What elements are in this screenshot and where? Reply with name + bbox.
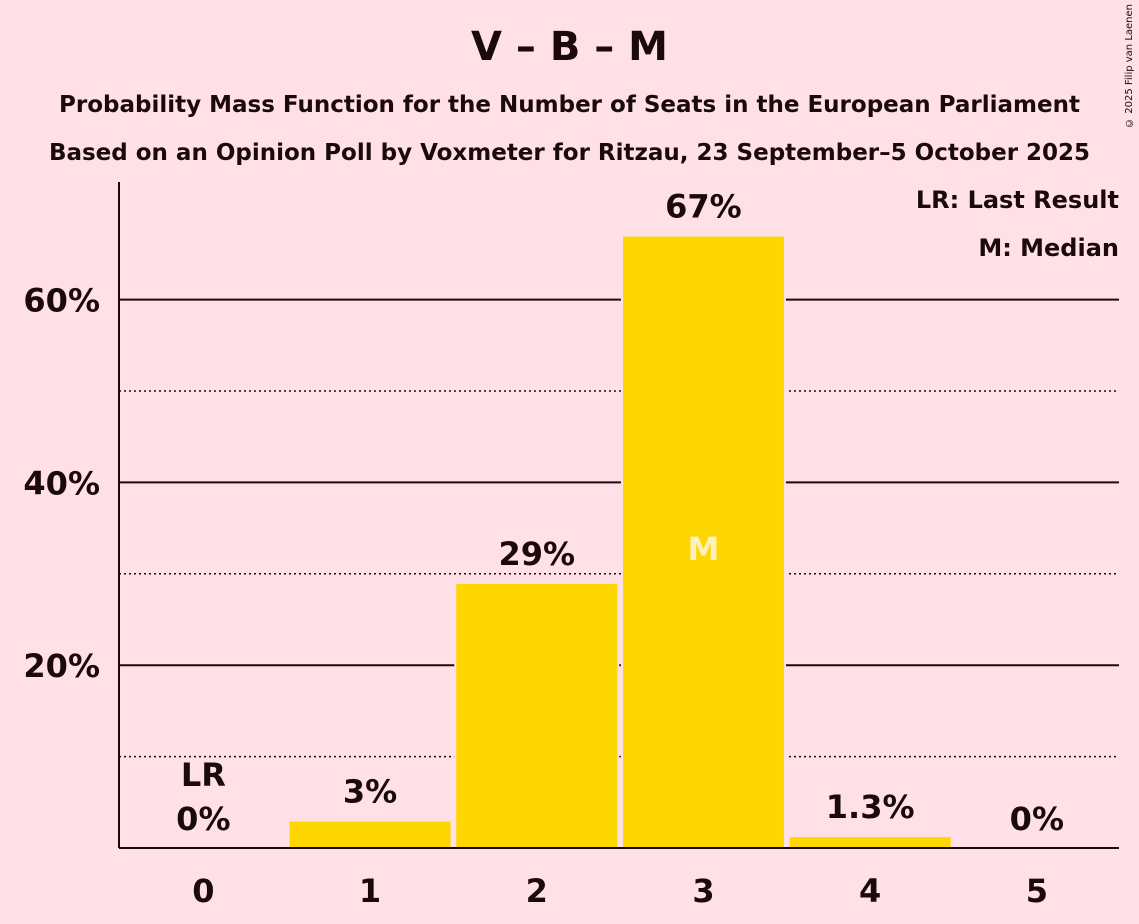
y-tick-label: 40% xyxy=(23,464,100,502)
x-tick-label: 4 xyxy=(859,872,881,910)
x-tick-label: 2 xyxy=(526,872,548,910)
data-label: 3% xyxy=(343,773,397,811)
bar-2 xyxy=(454,581,620,849)
chart-title: V – B – M xyxy=(471,24,668,70)
legend-median: M: Median xyxy=(978,234,1119,262)
x-tick-label: 5 xyxy=(1026,872,1048,910)
last-result-marker: LR xyxy=(181,756,226,794)
data-label: 1.3% xyxy=(826,788,915,826)
y-tick-label: 20% xyxy=(23,647,100,685)
data-label: 0% xyxy=(176,800,230,838)
median-marker: M xyxy=(688,530,720,568)
chart-subtitle: Probability Mass Function for the Number… xyxy=(59,92,1080,118)
x-tick-label: 3 xyxy=(692,872,714,910)
y-tick-label: 60% xyxy=(23,282,100,320)
bar-3 xyxy=(620,234,786,849)
chart-source: Based on an Opinion Poll by Voxmeter for… xyxy=(48,140,1091,166)
bar-4 xyxy=(787,835,953,849)
x-tick-label: 1 xyxy=(359,872,381,910)
data-label: 29% xyxy=(498,535,575,573)
legend-last-result: LR: Last Result xyxy=(915,186,1119,214)
x-tick-label: 0 xyxy=(192,872,214,910)
data-label: 67% xyxy=(665,188,742,226)
data-label: 0% xyxy=(1010,800,1064,838)
bar-1 xyxy=(287,819,453,850)
